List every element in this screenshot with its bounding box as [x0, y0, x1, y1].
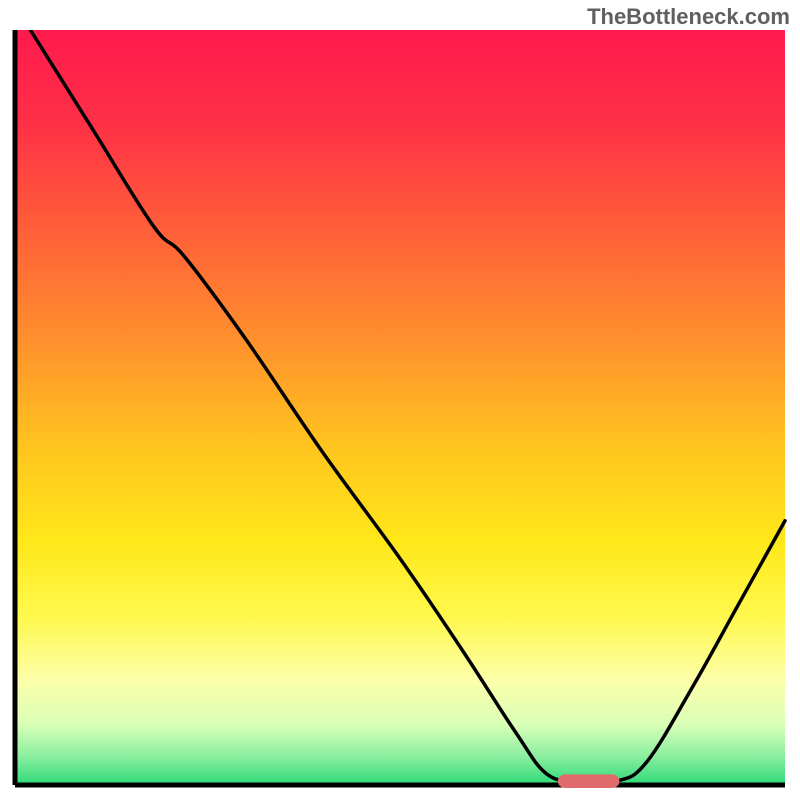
- bottleneck-chart: [0, 30, 800, 800]
- plot-background: [15, 30, 785, 785]
- optimal-marker: [558, 774, 620, 788]
- watermark-text: TheBottleneck.com: [587, 4, 790, 30]
- chart-svg: [0, 30, 800, 800]
